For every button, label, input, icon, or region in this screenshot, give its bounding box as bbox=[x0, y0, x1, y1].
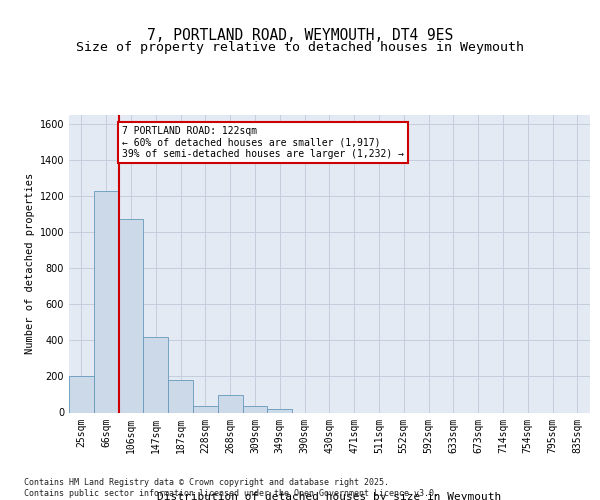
Text: 7 PORTLAND ROAD: 122sqm
← 60% of detached houses are smaller (1,917)
39% of semi: 7 PORTLAND ROAD: 122sqm ← 60% of detache… bbox=[122, 126, 404, 159]
X-axis label: Distribution of detached houses by size in Weymouth: Distribution of detached houses by size … bbox=[157, 492, 502, 500]
Bar bbox=[69, 376, 94, 412]
Bar bbox=[193, 406, 218, 412]
Bar bbox=[218, 396, 242, 412]
Bar bbox=[143, 337, 168, 412]
Text: Contains HM Land Registry data © Crown copyright and database right 2025.
Contai: Contains HM Land Registry data © Crown c… bbox=[24, 478, 439, 498]
Bar bbox=[119, 218, 143, 412]
Text: 7, PORTLAND ROAD, WEYMOUTH, DT4 9ES: 7, PORTLAND ROAD, WEYMOUTH, DT4 9ES bbox=[147, 28, 453, 42]
Bar bbox=[168, 380, 193, 412]
Bar bbox=[268, 409, 292, 412]
Y-axis label: Number of detached properties: Number of detached properties bbox=[25, 173, 35, 354]
Bar bbox=[242, 406, 268, 412]
Text: Size of property relative to detached houses in Weymouth: Size of property relative to detached ho… bbox=[76, 41, 524, 54]
Bar bbox=[94, 190, 119, 412]
